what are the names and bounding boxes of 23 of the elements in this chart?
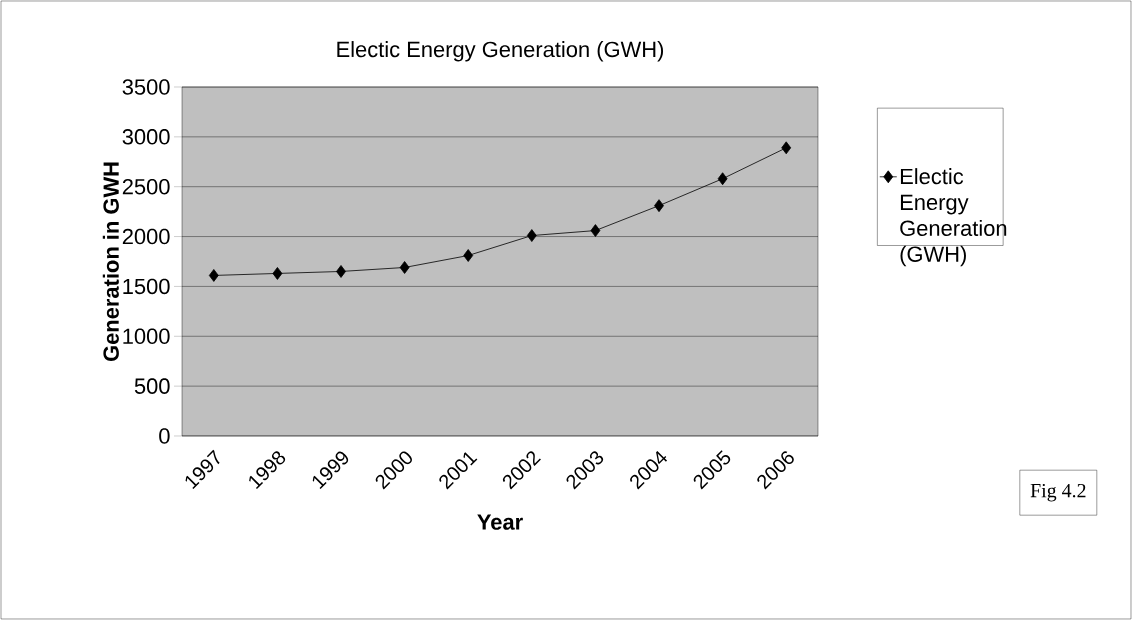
y-tick-label: 3500 — [122, 79, 170, 95]
chart-title: Electic Energy Generation (GWH) — [337, 41, 664, 62]
point — [399, 261, 410, 274]
x-axis-title: Year — [477, 514, 523, 530]
point — [654, 199, 664, 213]
point — [336, 265, 346, 278]
point — [463, 249, 474, 262]
y-tick-label: 2000 — [122, 228, 170, 245]
y-axis-title: Generation in GWH — [102, 162, 119, 362]
point — [208, 269, 219, 282]
y-tick-label: 2500 — [122, 178, 170, 195]
point — [590, 224, 601, 237]
y-tick-label: 1500 — [123, 278, 170, 295]
y-tick-label: 0 — [159, 428, 170, 444]
point — [526, 229, 537, 242]
y-tick-label: 3000 — [122, 129, 170, 145]
y-tick-label: 1000 — [123, 328, 170, 345]
y-tick-label: 500 — [134, 378, 170, 394]
point — [272, 267, 283, 280]
legend-label: Electic Energy Generation (GWH) — [900, 168, 1007, 267]
point — [717, 172, 728, 186]
caption: Fig 4.2 — [1030, 483, 1086, 502]
point — [781, 141, 792, 155]
